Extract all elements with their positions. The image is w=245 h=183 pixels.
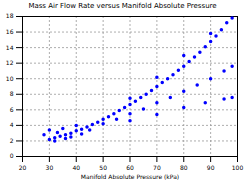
svg-text:80: 80 bbox=[180, 164, 188, 171]
svg-text:14: 14 bbox=[6, 44, 14, 51]
svg-text:100: 100 bbox=[232, 164, 244, 171]
html-text:Mass Air Flow Rate versus Mani: Mass Air Flow Rate versus Manifold Absol… bbox=[28, 2, 217, 10]
svg-text:0: 0 bbox=[10, 152, 14, 159]
svg-text:6: 6 bbox=[10, 106, 14, 113]
svg-text:10: 10 bbox=[6, 75, 14, 82]
svg-text:8: 8 bbox=[10, 90, 14, 97]
svg-text:50: 50 bbox=[99, 164, 107, 171]
svg-text:90: 90 bbox=[207, 164, 215, 171]
svg-text:30: 30 bbox=[46, 164, 54, 171]
svg-text:60: 60 bbox=[126, 164, 134, 171]
svg-text:70: 70 bbox=[153, 164, 161, 171]
svg-text:20: 20 bbox=[19, 164, 27, 171]
svg-text:Manifold Absolute Pressure (kP: Manifold Absolute Pressure (kPa) bbox=[81, 173, 179, 180]
svg-text:2: 2 bbox=[10, 137, 14, 144]
svg-text:18: 18 bbox=[6, 12, 14, 19]
svg-text:4: 4 bbox=[10, 121, 14, 128]
svg-text:16: 16 bbox=[6, 28, 14, 35]
svg-text:12: 12 bbox=[6, 59, 14, 66]
svg-text:40: 40 bbox=[72, 164, 80, 171]
